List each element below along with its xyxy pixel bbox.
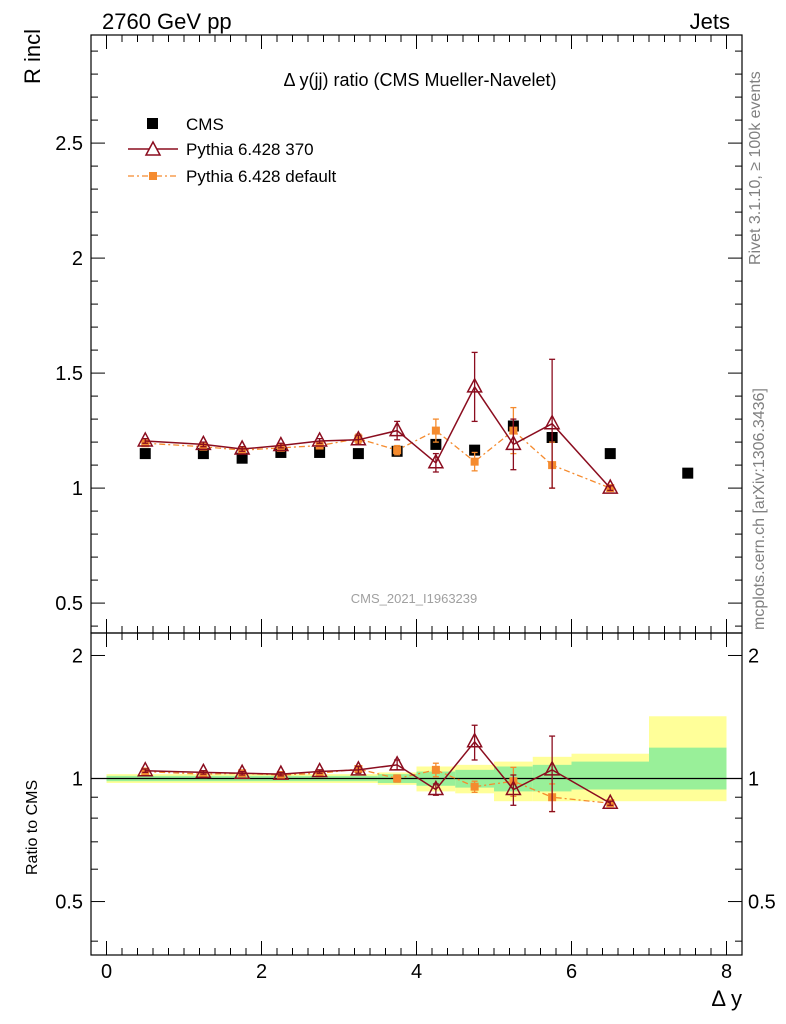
mcplots-label: mcplots.cern.ch [arXiv:1306.3436] [751, 388, 768, 630]
x-tick-label: 6 [566, 961, 577, 983]
main-ylabel: R incl [20, 29, 45, 84]
ratio-pythia-default-point [393, 774, 402, 783]
x-tick-label: 0 [101, 961, 112, 983]
pythia-370-point [505, 434, 522, 451]
ratio-pythia-default-point [470, 782, 479, 791]
pythia-370-point [136, 431, 154, 447]
pythia-370-line [145, 385, 611, 489]
cms-data-point [139, 448, 151, 460]
ratio-ylabel: Ratio to CMS [24, 780, 41, 875]
ratio-pythia-370-point [388, 755, 406, 771]
header-left: 2760 GeV pp [102, 9, 232, 34]
pythia-default-point [470, 457, 479, 466]
ratio-pythia-370-point [601, 793, 619, 809]
ratio-pythia-370-point [350, 760, 367, 776]
cms-data-point [604, 448, 616, 460]
ratio-pythia-default-point [431, 765, 440, 774]
y-tick-label-main: 1 [72, 478, 83, 500]
legend-marker-pythia-default [149, 172, 157, 180]
pythia-370-point [195, 434, 212, 451]
ratio-pythia-370-point [543, 760, 561, 776]
ratio-xlabel: Δ y [711, 986, 742, 1011]
cms-data-point [236, 452, 248, 464]
y-tick-label-ratio-right: 0.5 [748, 892, 776, 914]
pythia-default-line [145, 429, 611, 489]
y-tick-label-ratio-left: 2 [72, 645, 83, 667]
pythia-370-point [350, 430, 367, 446]
cms-data-point [430, 438, 442, 450]
x-tick-label: 8 [721, 961, 732, 983]
legend-label-cms: CMS [186, 115, 224, 134]
pythia-default-point [393, 446, 402, 455]
legend-marker-pythia-370 [144, 140, 162, 156]
x-tick-label: 2 [256, 961, 267, 983]
y-tick-label-ratio-left: 1 [72, 769, 83, 791]
y-tick-label-main: 0.5 [55, 593, 83, 615]
ratio-pythia-370-point [233, 763, 251, 780]
ratio-pythia-370-point [272, 764, 290, 780]
ratio-pythia-370-point [195, 762, 212, 779]
main-title: Δ y(jj) ratio (CMS Mueller-Navelet) [283, 70, 556, 90]
pythia-370-point [272, 435, 290, 452]
cms-data-point [469, 444, 481, 456]
ratio-pythia-370-point [136, 761, 154, 777]
ratio-plot-panel: Ratio to CMS Δ y 0.5 0.5 1 1 2 2 0 2 4 6 8 [24, 632, 776, 1011]
legend-label-pythia-370: Pythia 6.428 370 [186, 140, 314, 159]
pythia-370-point [601, 478, 619, 494]
pythia-370-point [388, 421, 406, 437]
cms-data-point [197, 448, 209, 460]
cms-data-point [314, 446, 326, 458]
y-tick-label-main: 2.5 [55, 133, 83, 155]
y-tick-label-main: 1.5 [55, 363, 83, 385]
pythia-370-point [466, 377, 483, 393]
ratio-pythia-370-point [466, 732, 483, 748]
x-tick-label: 4 [411, 961, 422, 983]
main-plot-panel: Δ y(jj) ratio (CMS Mueller-Navelet) CMS_… [20, 29, 743, 634]
legend-marker-cms [147, 118, 158, 129]
pythia-370-point [543, 414, 561, 430]
pythia-370-point [311, 431, 328, 447]
uncertainty-band-green [649, 747, 727, 790]
cms-data-point [352, 448, 364, 460]
ratio-pythia-370-point [505, 779, 522, 796]
header-right: Jets [690, 9, 730, 34]
legend: CMS Pythia 6.428 370 Pythia 6.428 defaul… [128, 115, 337, 186]
y-tick-label-ratio-right: 1 [748, 769, 759, 791]
pythia-370-point [427, 453, 445, 469]
pythia-370-point [233, 439, 251, 455]
rivet-label: Rivet 3.1.10, ≥ 100k events [747, 71, 764, 265]
y-tick-label-ratio-right: 2 [748, 645, 759, 667]
ratio-pythia-default-line [145, 768, 611, 804]
pythia-default-point [431, 426, 440, 435]
y-tick-label-ratio-left: 0.5 [55, 892, 83, 914]
ratio-pythia-370-point [427, 779, 445, 796]
watermark: CMS_2021_I1963239 [351, 591, 478, 606]
cms-data-point [275, 446, 287, 458]
ratio-pythia-370-point [311, 761, 328, 778]
legend-label-pythia-default: Pythia 6.428 default [186, 167, 337, 186]
cms-data-point [682, 467, 694, 479]
ratio-pythia-370-line [145, 740, 611, 804]
uncertainty-band-green [571, 761, 649, 790]
y-tick-label-main: 2 [72, 248, 83, 270]
